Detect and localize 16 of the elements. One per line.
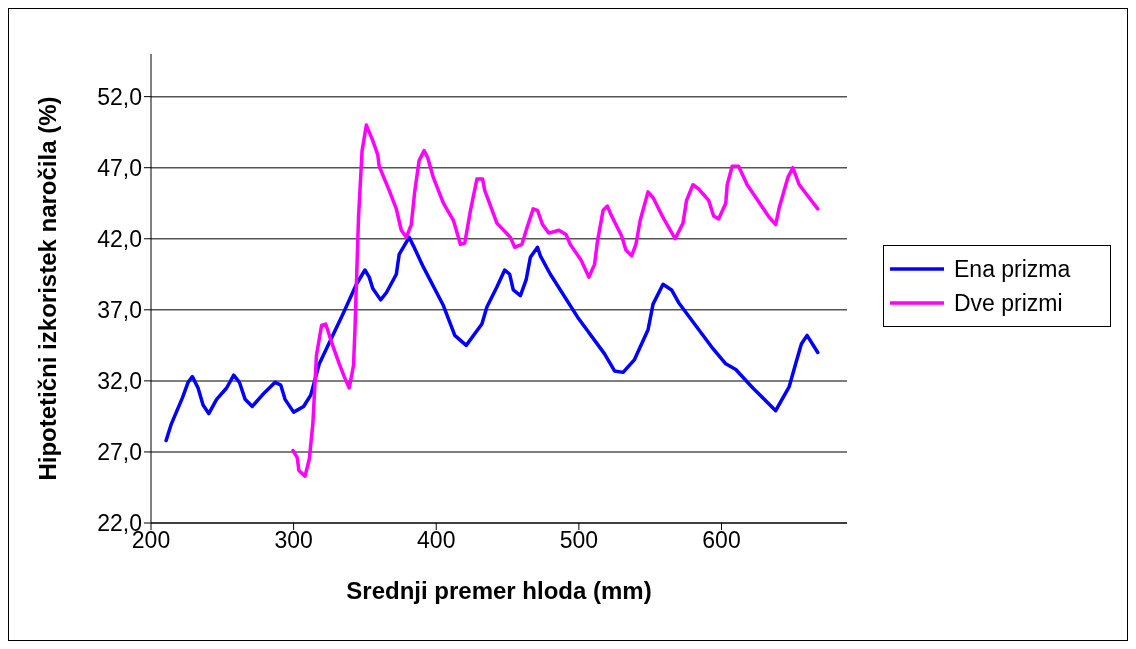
x-axis-title: Srednji premer hloda (mm)	[346, 577, 652, 604]
y-tick-label: 42,0	[97, 225, 142, 252]
y-tick-label: 37,0	[97, 296, 142, 323]
legend-label: Ena prizma	[954, 255, 1071, 283]
y-tick-label: 32,0	[97, 368, 142, 395]
legend-label: Dve prizmi	[954, 289, 1063, 317]
x-tick-label: 300	[274, 527, 313, 554]
x-tick-label: 500	[559, 527, 599, 554]
x-tick-label: 600	[702, 527, 741, 554]
y-tick-label: 47,0	[97, 154, 142, 181]
y-axis-title: Hipotetični izkoristek naročila (%)	[33, 96, 61, 481]
line-series	[164, 235, 820, 443]
line-series	[291, 123, 820, 478]
x-tick-label: 400	[417, 527, 456, 554]
y-tick-label: 27,0	[97, 439, 142, 466]
y-tick-label: 52,0	[97, 83, 142, 110]
